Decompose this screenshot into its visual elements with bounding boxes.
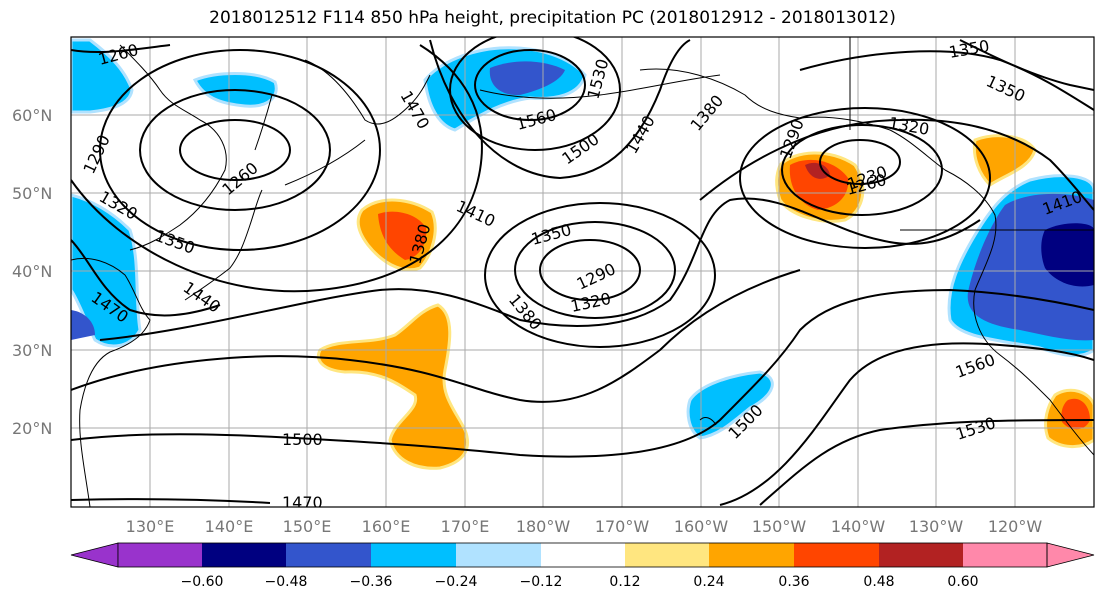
- lon-tick-label: 170°E: [441, 517, 490, 536]
- colorbar-tick-label: −0.48: [265, 574, 308, 590]
- shade-pos-goa-core: [789, 159, 849, 210]
- lat-tick-label: 40°N: [12, 262, 52, 281]
- colorbar-swatch: [286, 543, 371, 567]
- lon-tick-label: 130°W: [909, 517, 964, 536]
- colorbar-swatch: [118, 543, 202, 567]
- contour-low-central: [539, 239, 641, 301]
- graticule: [71, 37, 1094, 507]
- lat-tick-label: 20°N: [12, 419, 52, 438]
- lon-tick-label: 160°E: [362, 517, 411, 536]
- colorbar-swatch: [963, 543, 1047, 567]
- lon-tick-label: 180°W: [516, 517, 571, 536]
- lon-tick-label: 150°W: [752, 517, 807, 536]
- colorbar-swatch: [879, 543, 963, 567]
- lon-tick-label: 160°W: [674, 517, 729, 536]
- colorbar-swatch: [541, 543, 625, 567]
- colorbar-tick-label: −0.36: [350, 574, 393, 590]
- shade-pos-goa-dark: [805, 162, 830, 179]
- lon-tick-label: 140°W: [831, 517, 886, 536]
- coast-nw-america: [944, 169, 1094, 456]
- lon-tick-label: 150°E: [283, 517, 332, 536]
- lon-tick-label: 140°E: [205, 517, 254, 536]
- colorbar-swatch: [456, 543, 541, 567]
- colorbar: −0.60 −0.48 −0.36 −0.24 −0.12 0.12 0.24 …: [70, 542, 1095, 590]
- contour-high-kamchatka: [474, 49, 586, 121]
- lat-tick-label: 50°N: [12, 184, 52, 203]
- lat-tick-label: 60°N: [12, 106, 52, 125]
- colorbar-swatch: [794, 543, 879, 567]
- coast-asia: [71, 257, 151, 507]
- colorbar-extend-right: [1046, 542, 1095, 568]
- coast-kuril: [284, 139, 366, 186]
- shade-pos-central: [317, 303, 470, 470]
- lon-axis: 130°E 140°E 150°E 160°E 170°E 180°W 170°…: [126, 517, 1043, 536]
- border-us-canada: [849, 37, 1094, 231]
- colorbar-tick-label: −0.60: [181, 574, 224, 590]
- colorbar-extend-left: [70, 542, 119, 568]
- shade-neg-kamchatka-core: [489, 61, 565, 96]
- colorbar-tick-label: −0.12: [520, 574, 563, 590]
- shade-neg-nw-corner: [71, 38, 134, 114]
- contour-label: 1470: [282, 493, 323, 512]
- colorbar-tick-label: 0.48: [863, 574, 894, 590]
- colorbar-tick-label: 0.60: [947, 574, 978, 590]
- lat-axis: 60°N 50°N 40°N 30°N 20°N: [12, 106, 52, 438]
- figure-title: 2018012512 F114 850 hPa height, precipit…: [209, 8, 896, 28]
- contour-label: 1500: [282, 430, 323, 449]
- contour-low-okhotsk: [179, 119, 291, 181]
- shade-pos-nw-core: [378, 211, 427, 260]
- colorbar-tick-label: 0.12: [609, 574, 640, 590]
- coast-kamchatka: [304, 59, 431, 125]
- lon-tick-label: 170°W: [595, 517, 650, 536]
- colorbar-tick-label: −0.24: [435, 574, 478, 590]
- colorbar-swatch: [371, 543, 456, 567]
- contour-low-goa: [819, 139, 901, 185]
- colorbar-swatch: [625, 543, 709, 567]
- colorbar-tick-label: 0.24: [693, 574, 724, 590]
- coast-korea-china: [119, 44, 227, 251]
- colorbar-tick-label: 0.36: [778, 574, 809, 590]
- coast-sakhalin: [254, 94, 273, 151]
- map-frame: [70, 36, 1095, 508]
- shade-pos-baja-core: [1061, 398, 1090, 430]
- lat-tick-label: 30°N: [12, 341, 52, 360]
- colorbar-swatch: [709, 543, 794, 567]
- coast-aleutian: [479, 74, 721, 99]
- lon-tick-label: 120°W: [988, 517, 1043, 536]
- lon-tick-label: 130°E: [126, 517, 175, 536]
- height-contours: [71, 37, 1094, 506]
- shade-neg-west-core: [71, 310, 95, 340]
- coast-japan: [184, 189, 263, 301]
- colorbar-swatch: [202, 543, 286, 567]
